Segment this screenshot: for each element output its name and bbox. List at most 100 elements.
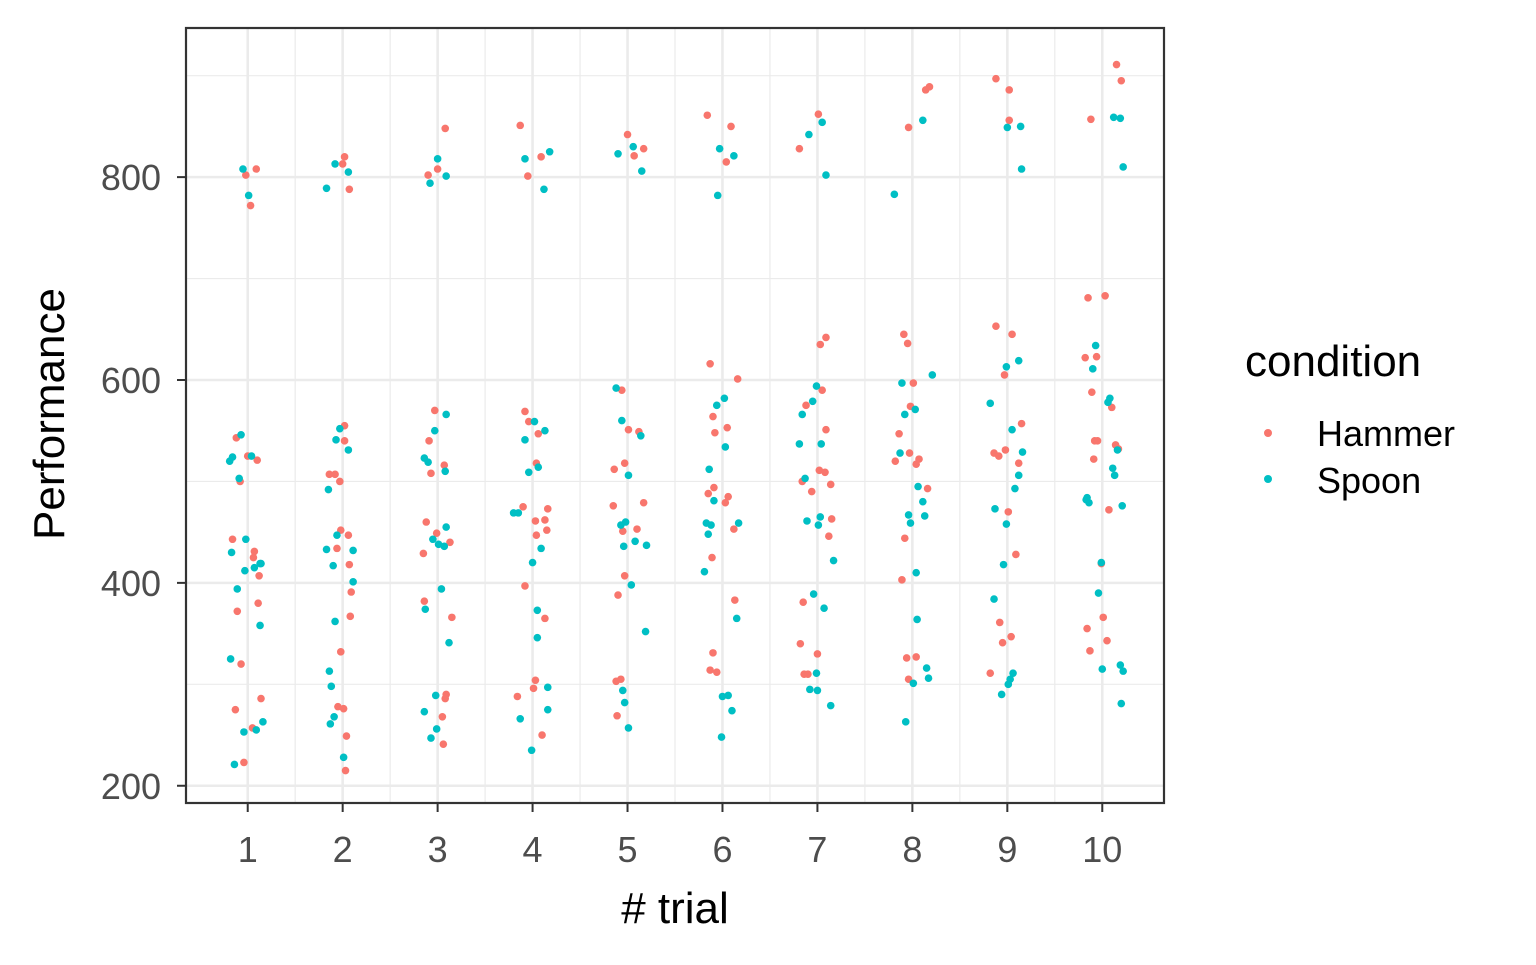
- hammer-point: [710, 483, 718, 492]
- hammer-point: [531, 676, 540, 685]
- spoon-point: [524, 468, 533, 477]
- spoon-point: [1117, 699, 1126, 708]
- hammer-point: [541, 614, 549, 623]
- hammer-point: [639, 498, 648, 507]
- spoon-point: [331, 160, 339, 168]
- y-tick-label: 200: [101, 766, 161, 807]
- spoon-point: [1116, 661, 1125, 669]
- hammer-point: [709, 649, 717, 657]
- hammer-point: [1004, 508, 1013, 516]
- hammer-point: [706, 666, 714, 674]
- spoon-point: [244, 191, 253, 200]
- spoon-point: [620, 698, 629, 707]
- spoon-point: [724, 691, 732, 700]
- spoon-point: [1098, 665, 1107, 673]
- hammer-point: [439, 740, 448, 748]
- hammer-point: [620, 459, 629, 467]
- spoon-point: [718, 692, 727, 701]
- hammer-point: [706, 359, 714, 368]
- spoon-point: [715, 144, 724, 153]
- spoon-point: [898, 379, 906, 387]
- hammer-point: [613, 711, 621, 720]
- hammer-point: [253, 456, 262, 464]
- hammer-point: [617, 675, 625, 684]
- spoon-point: [445, 638, 453, 647]
- x-tick-label: 1: [238, 829, 258, 870]
- hammer-point: [1092, 352, 1101, 361]
- spoon-point: [906, 519, 915, 527]
- spoon-point: [618, 686, 627, 695]
- spoon-point: [1097, 558, 1106, 567]
- hammer-point: [900, 534, 909, 543]
- hammer-point: [433, 165, 442, 173]
- hammer-point: [1008, 330, 1016, 339]
- hammer-point: [438, 712, 447, 721]
- hammer-point: [448, 613, 456, 622]
- spoon-point: [325, 667, 334, 675]
- spoon-point: [1008, 425, 1016, 434]
- spoon-point: [997, 690, 1006, 699]
- hammer-point: [802, 401, 810, 410]
- hammer-point: [1012, 550, 1020, 559]
- legend-key-hammer: [1264, 429, 1272, 437]
- spoon-point: [329, 561, 337, 570]
- spoon-point: [332, 436, 340, 444]
- hammer-point: [895, 429, 903, 438]
- spoon-point: [732, 614, 741, 623]
- minor-gridlines: [186, 28, 1164, 803]
- hammer-point: [804, 670, 812, 678]
- hammer-point: [1017, 419, 1026, 428]
- spoon-point: [442, 523, 450, 531]
- hammer-point: [609, 501, 618, 510]
- spoon-point: [514, 509, 523, 517]
- spoon-point: [324, 485, 333, 494]
- spoon-point: [812, 382, 821, 390]
- spoon-point: [344, 446, 353, 454]
- spoon-point: [631, 537, 639, 546]
- hammer-point: [257, 694, 265, 703]
- hammer-point: [425, 437, 433, 445]
- spoon-point: [642, 541, 651, 550]
- spoon-point: [734, 519, 743, 527]
- x-tick-label: 4: [523, 829, 543, 870]
- spoon-point: [344, 168, 353, 176]
- hammer-point: [704, 489, 713, 498]
- hammer-point: [909, 379, 918, 387]
- spoon-point: [442, 410, 450, 419]
- hammer-point: [333, 544, 341, 553]
- spoon-point: [1011, 484, 1019, 493]
- spoon-point: [1108, 464, 1117, 473]
- y-tick-label: 800: [101, 157, 161, 198]
- hammer-point: [998, 638, 1007, 647]
- spoon-point: [1119, 163, 1127, 171]
- spoon-point: [521, 436, 529, 444]
- hammer-point: [1087, 115, 1095, 124]
- data-points: [225, 60, 1127, 775]
- spoon-point: [712, 401, 721, 410]
- hammer-point: [342, 732, 351, 740]
- spoon-point: [817, 440, 826, 448]
- hammer-point: [543, 505, 552, 513]
- hammer-point: [1007, 632, 1015, 641]
- hammer-point: [712, 668, 721, 676]
- hammer-point: [992, 74, 1000, 83]
- hammer-point: [1081, 353, 1089, 362]
- legend-title: condition: [1245, 337, 1421, 386]
- hammer-point: [424, 171, 432, 179]
- spoon-point: [429, 535, 437, 544]
- x-tick-label: 5: [618, 829, 638, 870]
- legend: condition Hammer Spoon: [1245, 337, 1455, 501]
- hammer-point: [529, 684, 538, 693]
- hammer-point: [252, 165, 261, 173]
- panel-border: [184, 26, 1166, 805]
- y-axis-title: Performance: [25, 288, 74, 540]
- hammer-point: [623, 130, 632, 139]
- spoon-point: [1118, 501, 1127, 510]
- spoon-point: [809, 590, 818, 598]
- hammer-point: [422, 518, 431, 526]
- spoon-point: [521, 155, 529, 163]
- spoon-point: [919, 116, 927, 125]
- spoon-point: [527, 746, 536, 755]
- hammer-point: [618, 527, 627, 535]
- spoon-point: [256, 621, 264, 630]
